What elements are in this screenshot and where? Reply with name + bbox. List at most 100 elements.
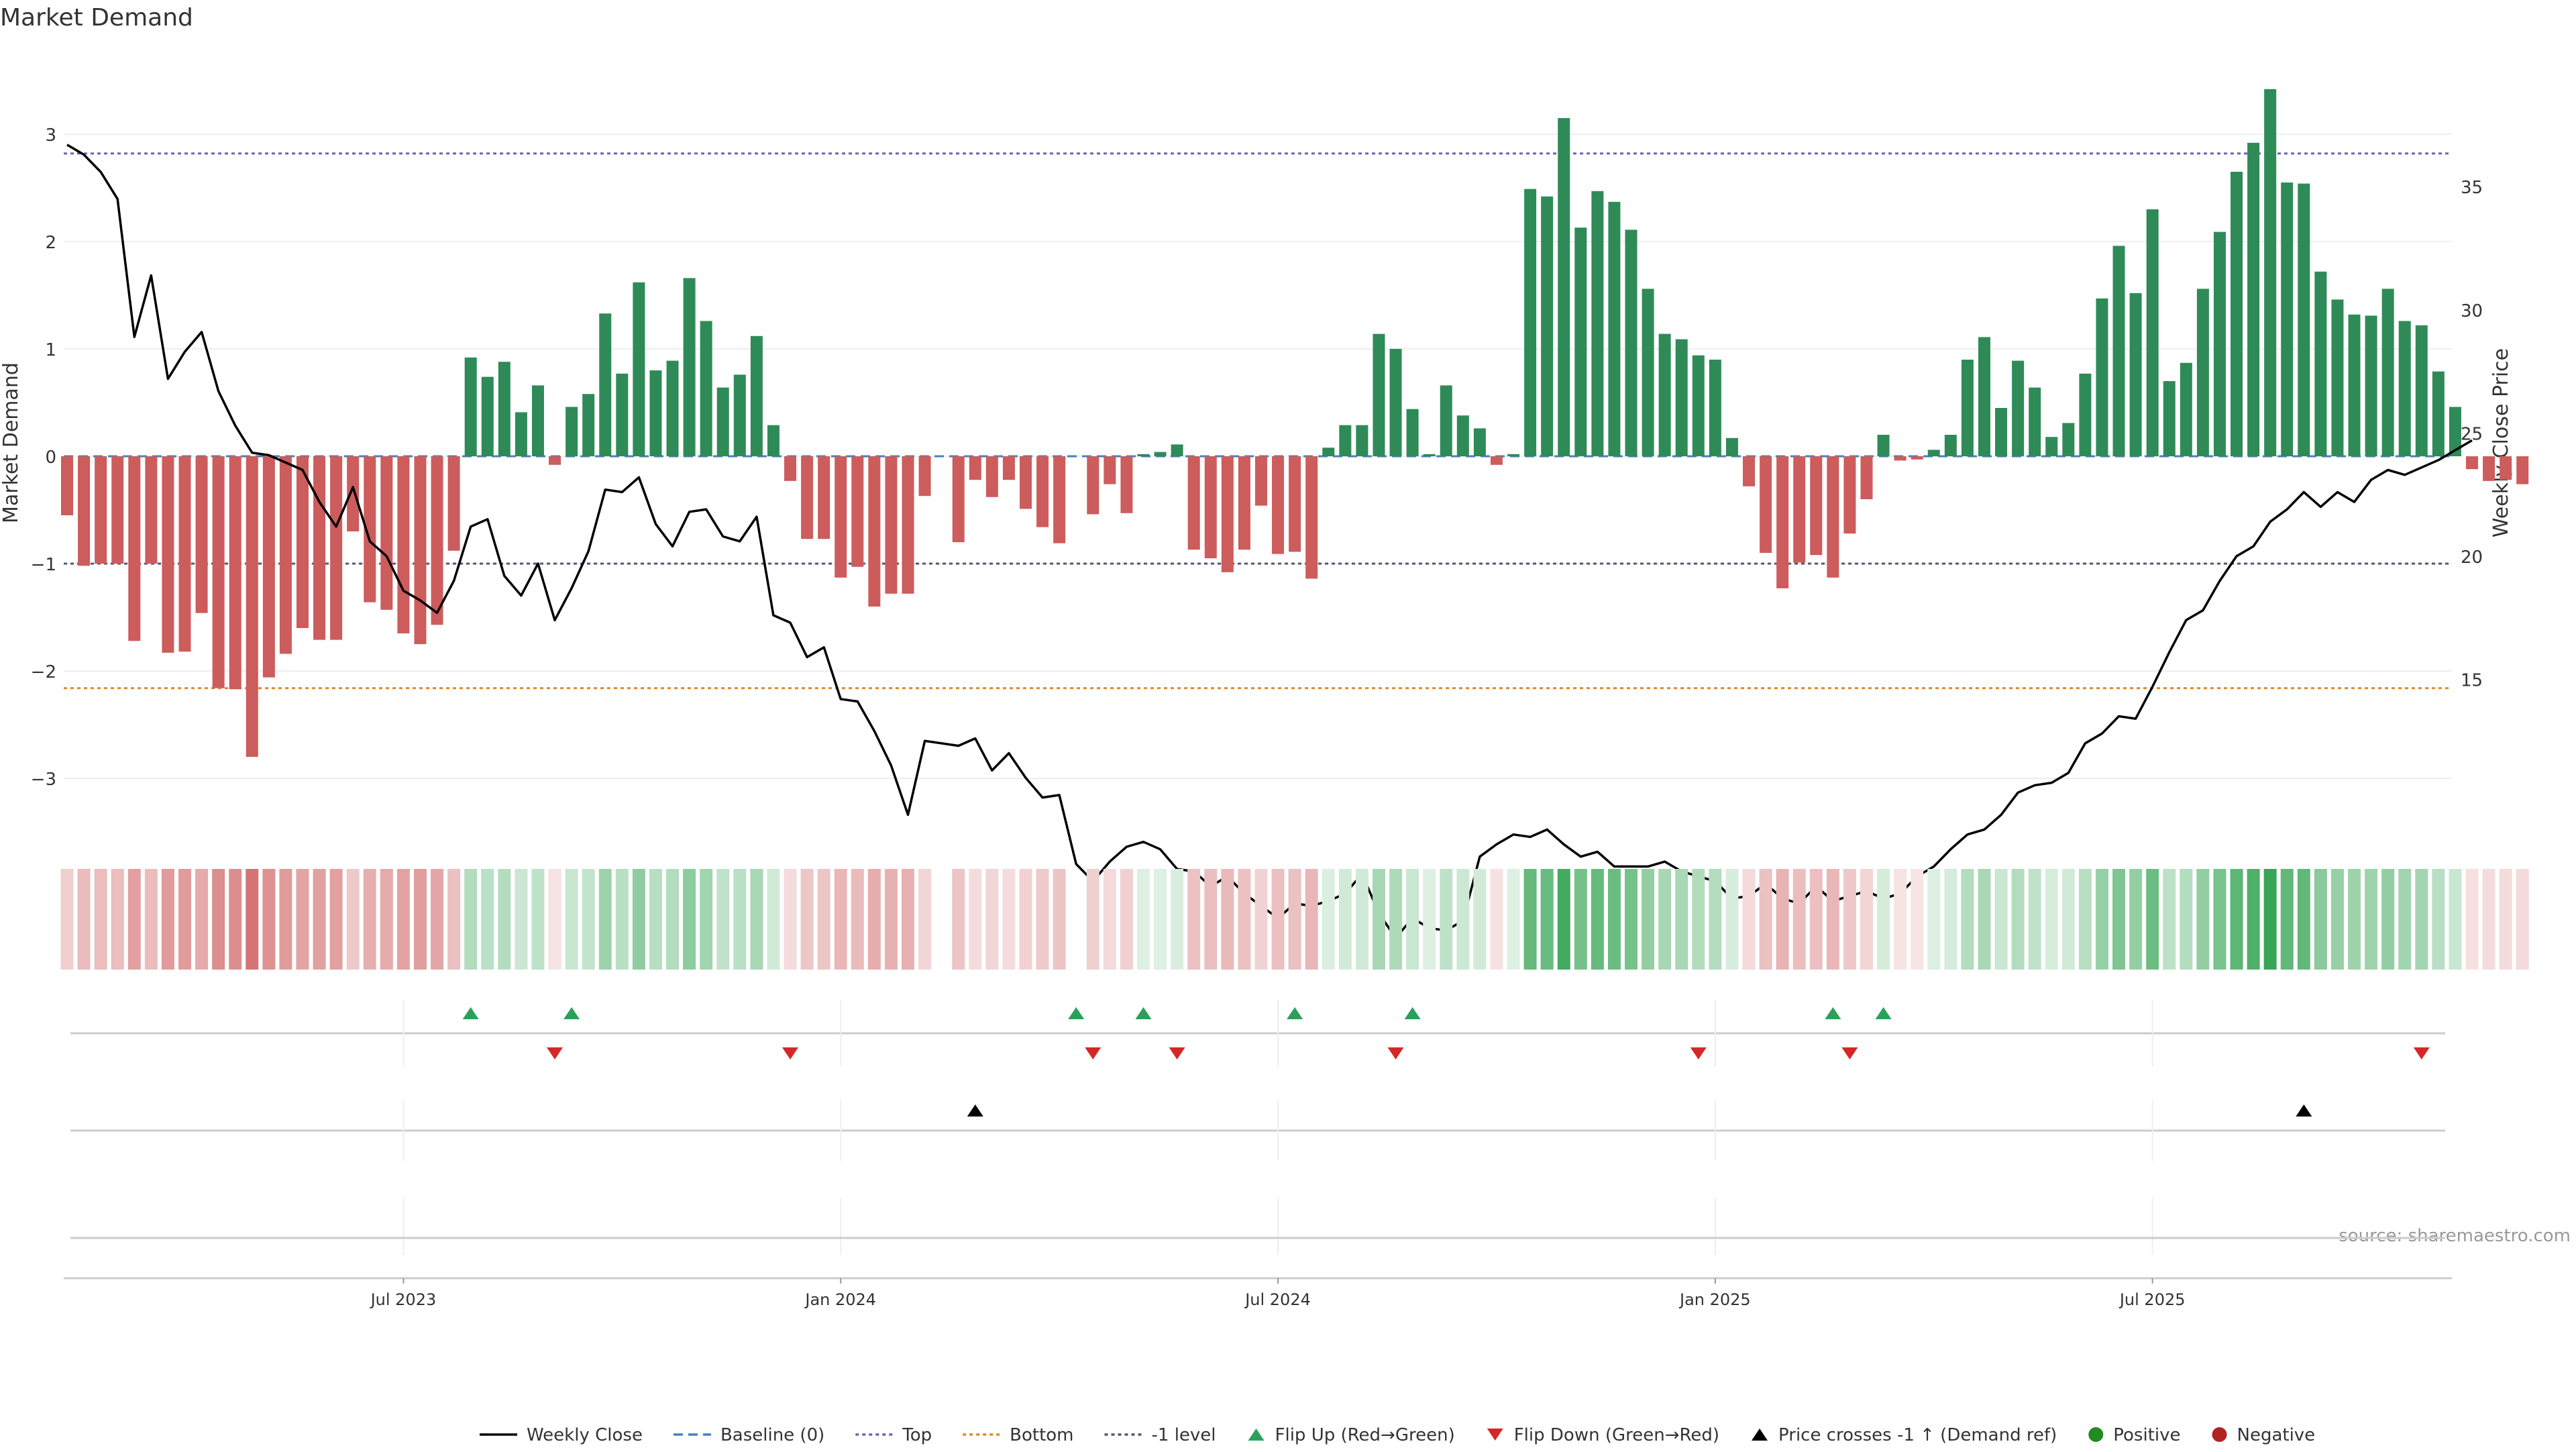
demand-bar-positive: [2196, 289, 2209, 456]
demand-bar-positive: [1171, 444, 1183, 456]
demand-bar-positive: [2012, 360, 2025, 456]
heat-cell-positive: [582, 869, 595, 970]
demand-bar-negative: [145, 456, 158, 564]
demand-bar-positive: [1541, 196, 1554, 456]
demand-bar-negative: [2500, 456, 2512, 480]
demand-bar-positive: [1356, 425, 1368, 456]
demand-bar-positive: [2079, 373, 2092, 456]
heat-cell-positive: [565, 869, 578, 970]
demand-bar-negative: [380, 456, 393, 610]
heat-cell-negative: [346, 869, 360, 970]
demand-bar-positive: [1473, 428, 1486, 456]
heat-cell-positive: [2365, 869, 2378, 970]
y-tick-labels: 3 2 1 0 −1 −2 −3 35 30 25 20 15: [31, 125, 2483, 790]
flip-markers: [70, 1007, 2445, 1059]
demand-bar-negative: [1120, 456, 1133, 513]
heat-cell-positive: [1456, 869, 1470, 970]
demand-bar-negative: [296, 456, 309, 628]
legend-label-flip_up: Flip Up (Red→Green): [1275, 1425, 1455, 1445]
heat-cell-positive: [1389, 869, 1403, 970]
heat-cell-negative: [985, 869, 999, 970]
heat-cell-positive: [598, 869, 612, 970]
heat-cell-positive: [1171, 869, 1184, 970]
heat-cell-positive: [2213, 869, 2226, 970]
heat-cell-negative: [1271, 869, 1285, 970]
demand-bar-positive: [2264, 89, 2277, 457]
heat-cell-negative: [952, 869, 965, 970]
heat-cell-positive: [2297, 869, 2310, 970]
demand-bar-positive: [683, 278, 696, 456]
heat-cell-positive: [700, 869, 713, 970]
heat-cell-negative: [1759, 869, 1772, 970]
demand-bar-positive: [649, 370, 662, 456]
demand-bar-positive: [2045, 437, 2058, 456]
heat-cell-negative: [1002, 869, 1016, 970]
heat-cell-negative: [329, 869, 343, 970]
demand-bar-positive: [582, 394, 595, 456]
heat-cell-positive: [1440, 869, 1453, 970]
heat-cell-negative: [1103, 869, 1116, 970]
heat-cell-negative: [1894, 869, 1907, 970]
demand-bar-negative: [902, 456, 914, 594]
heat-cell-positive: [1473, 869, 1487, 970]
legend-swatch-flip_down: [1487, 1429, 1503, 1441]
flip-down-marker: [1690, 1047, 1707, 1059]
heat-cell-negative: [212, 869, 225, 970]
demand-bar-positive: [2449, 407, 2461, 456]
demand-bar-negative: [1187, 456, 1200, 550]
legend-swatch-cross: [1752, 1429, 1768, 1441]
demand-bar-negative: [801, 456, 814, 539]
flip-up-marker: [1404, 1007, 1421, 1019]
flip-down-marker: [782, 1047, 799, 1059]
y-tick-label-left: 3: [45, 125, 56, 146]
y-axis-label-right: Weekly Close Price: [2489, 348, 2513, 537]
flip-down-marker: [1841, 1047, 1858, 1059]
demand-bar-positive: [1978, 337, 1990, 456]
demand-bar-negative: [78, 456, 91, 566]
heat-cell-positive: [498, 869, 511, 970]
demand-bar-negative: [868, 456, 881, 607]
demand-bar-negative: [549, 456, 561, 465]
legend-label-top: Top: [902, 1425, 932, 1445]
x-tick-label: Jan 2024: [804, 1290, 876, 1309]
heat-cell-positive: [2415, 869, 2428, 970]
heat-cell-positive: [2045, 869, 2058, 970]
legend-swatch-legend_positive: [2088, 1427, 2104, 1442]
legend-label-baseline: Baseline (0): [720, 1425, 824, 1445]
demand-bar-positive: [599, 313, 612, 456]
demand-bar-positive: [1574, 227, 1587, 456]
heat-cell-positive: [464, 869, 478, 970]
demand-bar-positive: [2314, 271, 2327, 456]
heat-cell-negative: [1204, 869, 1218, 970]
y-tick-label-right: 20: [2461, 548, 2483, 568]
demand-bar-negative: [212, 456, 225, 688]
demand-bar-positive: [1373, 333, 1385, 456]
demand-bar-positive: [2096, 298, 2108, 456]
demand-bar-negative: [1238, 456, 1250, 550]
demand-bar-positive: [1339, 425, 1352, 456]
demand-bar-negative: [246, 456, 258, 757]
heat-cell-negative: [2482, 869, 2496, 970]
demand-bar-positive: [2180, 362, 2192, 456]
demand-bar-positive: [498, 362, 511, 456]
y-tick-label-left: −1: [31, 555, 56, 575]
demand-bar-positive: [464, 357, 477, 456]
demand-bar-positive: [1725, 437, 1738, 456]
legend-label-flip_down: Flip Down (Green→Red): [1514, 1425, 1719, 1445]
heat-cell-positive: [1927, 869, 1941, 970]
demand-bar-negative: [414, 456, 427, 644]
heat-cell-positive: [1877, 869, 1890, 970]
heat-cell-negative: [77, 869, 91, 970]
demand-bar-positive: [750, 335, 763, 456]
demand-bar-positive: [2398, 321, 2411, 456]
demand-bar-negative: [397, 456, 410, 633]
demand-bar-positive: [1642, 289, 1654, 456]
legend-swatch-flip_up: [1248, 1429, 1265, 1441]
demand-bar-negative: [969, 456, 981, 480]
flip-up-marker: [462, 1007, 479, 1019]
legend-label-legend_positive: Positive: [2113, 1425, 2180, 1445]
heat-cell-positive: [1675, 869, 1688, 970]
demand-bar-positive: [767, 425, 780, 456]
heat-cell-negative: [918, 869, 932, 970]
reference-lines: [64, 152, 2452, 690]
